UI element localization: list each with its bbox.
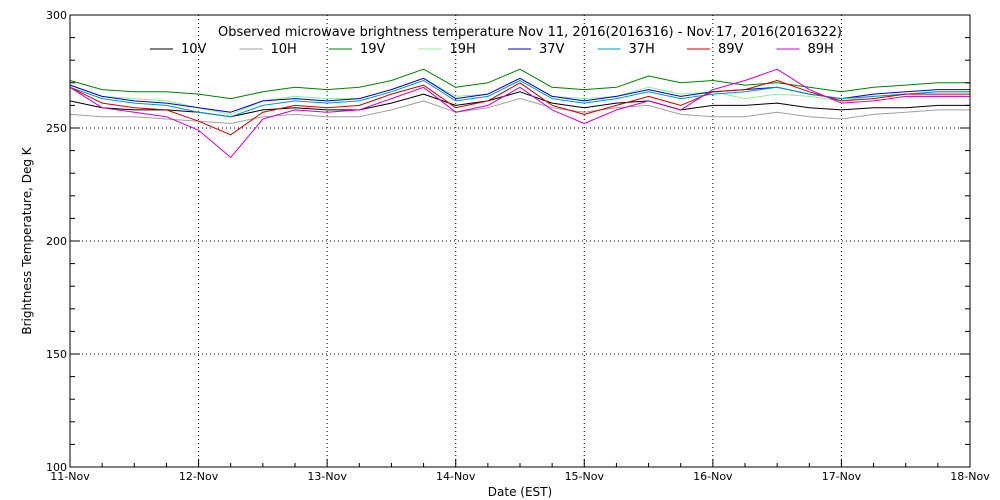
y-tick-label: 300 <box>46 9 67 22</box>
y-tick-label: 150 <box>46 348 67 361</box>
series-line-89h <box>69 68 970 158</box>
legend-label-89h: 89H <box>808 42 834 57</box>
axis-ticks: 11-Nov 12-Nov 13-Nov 14-Nov 15-Nov 16-Nov 17-N… <box>46 9 990 483</box>
series-line-10h <box>69 98 970 124</box>
series-line-89v <box>69 80 970 136</box>
series-line-37h <box>69 80 970 118</box>
x-tick-label: 17-Nov <box>822 470 862 483</box>
legend-label-37h: 37H <box>629 42 655 57</box>
legend-label-10h: 10H <box>271 42 297 57</box>
x-tick-label: 12-Nov <box>179 470 219 483</box>
grid-lines <box>70 15 970 467</box>
x-tick-label: 18-Nov <box>950 470 990 483</box>
y-tick-label: 250 <box>46 122 67 135</box>
x-tick-label: 13-Nov <box>307 470 347 483</box>
legend-label-19v: 19V <box>360 42 386 57</box>
legend-label-89v: 89V <box>718 42 744 57</box>
y-tick-label: 200 <box>46 235 67 248</box>
x-tick-label: 15-Nov <box>565 470 605 483</box>
y-axis-label: Brightness Temperature, Deg K <box>20 146 34 334</box>
x-axis-label: Date (EST) <box>488 485 552 499</box>
series-lines <box>69 68 970 158</box>
y-tick-label: 100 <box>46 461 67 474</box>
series-line-19v <box>69 68 970 100</box>
x-tick-label: 16-Nov <box>693 470 733 483</box>
legend-label-19h: 19H <box>450 42 476 57</box>
chart-title: Observed microwave brightness temperatur… <box>218 25 842 40</box>
legend-label-10v: 10V <box>181 42 207 57</box>
legend: 10V 10H 19V 19H 37V 37H 89V 89H <box>150 42 834 57</box>
x-tick-label: 14-Nov <box>436 470 476 483</box>
x-tick-label: 11-Nov <box>50 470 90 483</box>
legend-label-37v: 37V <box>539 42 565 57</box>
